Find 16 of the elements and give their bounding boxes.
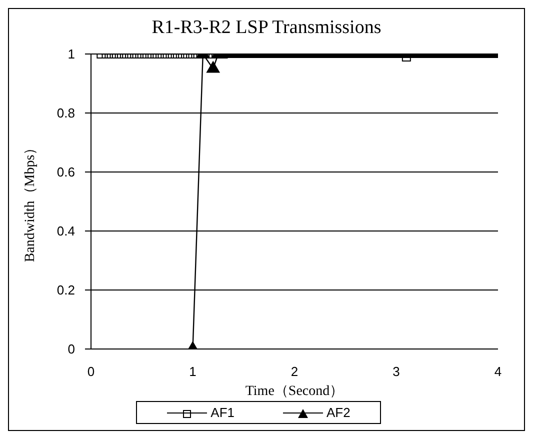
x-tick-label: 4 (494, 364, 502, 380)
x-axis-title: Time（Second） (245, 384, 344, 399)
x-tick-label: 3 (392, 364, 400, 380)
y-tick-label: 1 (68, 46, 75, 62)
y-tick-label: 0.6 (56, 164, 75, 180)
legend-label: AF2 (326, 405, 350, 420)
y-tick-label: 0.8 (56, 106, 75, 121)
chart-title: R1-R3-R2 LSP Transmissions (150, 17, 382, 39)
y-axis-title: Bandwidth（Mbps） (22, 140, 38, 262)
x-tick-label: 1 (189, 364, 196, 380)
y-tick-label: 0.2 (56, 282, 75, 298)
y-tick-label: 0 (68, 342, 75, 357)
y-tick-label: 0.4 (56, 224, 75, 239)
x-tick-label: 2 (290, 364, 298, 380)
legend-label: AF1 (210, 405, 234, 420)
x-tick-label: 0 (87, 364, 95, 380)
